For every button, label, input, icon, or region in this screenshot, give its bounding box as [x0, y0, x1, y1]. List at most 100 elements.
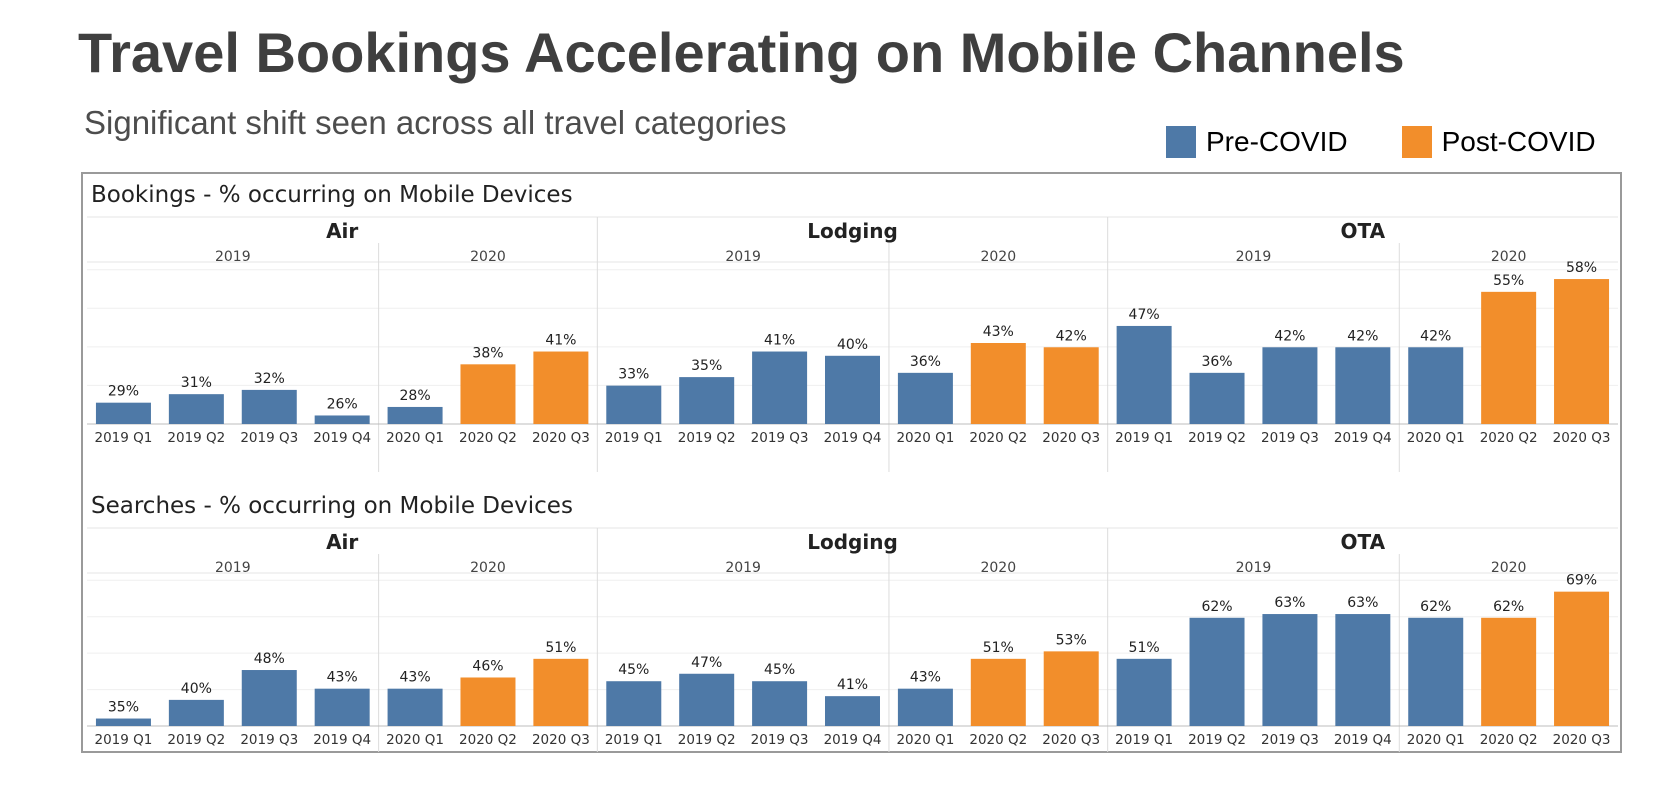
bar	[314, 688, 370, 726]
x-tick-label: 2020 Q2	[1480, 430, 1538, 446]
x-tick-label: 2019 Q2	[678, 430, 736, 446]
x-tick-label: 2020 Q1	[1407, 430, 1465, 446]
page-subtitle: Significant shift seen across all travel…	[84, 104, 787, 141]
bar-value-label: 35%	[108, 700, 139, 716]
bar-value-label: 40%	[181, 681, 212, 697]
bar-value-label: 62%	[1201, 599, 1232, 615]
x-tick-label: 2019 Q3	[240, 430, 298, 446]
bar	[897, 688, 953, 726]
bar	[95, 718, 151, 726]
x-tick-label: 2020 Q2	[459, 430, 517, 446]
bar	[897, 372, 953, 424]
x-tick-label: 2019 Q4	[1334, 732, 1392, 748]
legend-swatch-pre-covid	[1166, 126, 1196, 158]
bar	[168, 699, 224, 726]
bar-value-label: 42%	[1274, 328, 1305, 344]
x-tick-label: 2019 Q4	[824, 732, 882, 748]
x-tick-label: 2019 Q4	[824, 430, 882, 446]
group-label-lodging: Lodging	[807, 530, 898, 554]
bar	[679, 673, 735, 726]
bar	[970, 343, 1026, 424]
bar	[460, 364, 516, 424]
bar-value-label: 29%	[108, 384, 139, 400]
x-tick-label: 2019 Q1	[605, 732, 663, 748]
page-title: Travel Bookings Accelerating on Mobile C…	[78, 21, 1405, 84]
legend-label-post-covid: Post-COVID	[1441, 126, 1596, 157]
x-tick-label: 2020 Q2	[969, 732, 1027, 748]
x-tick-label: 2020 Q3	[532, 732, 590, 748]
x-tick-label: 2019 Q4	[313, 430, 371, 446]
x-tick-label: 2019 Q4	[313, 732, 371, 748]
bar	[533, 658, 589, 726]
x-tick-label: 2020 Q2	[1480, 732, 1538, 748]
bar	[1408, 347, 1464, 424]
year-label: 2019	[215, 560, 251, 576]
bar-value-label: 63%	[1347, 595, 1378, 611]
bar	[1043, 651, 1099, 726]
bar-value-label: 48%	[254, 651, 285, 667]
bar	[1554, 591, 1610, 726]
bar	[679, 377, 735, 424]
x-tick-label: 2019 Q2	[1188, 430, 1246, 446]
x-tick-label: 2020 Q1	[896, 732, 954, 748]
bar	[606, 385, 662, 424]
x-tick-label: 2019 Q1	[1115, 732, 1173, 748]
bar	[314, 415, 370, 424]
bar	[1335, 614, 1391, 726]
bar	[1262, 347, 1318, 424]
bar-value-label: 53%	[1056, 632, 1087, 648]
x-tick-label: 2020 Q3	[1553, 732, 1611, 748]
bar-value-label: 47%	[691, 655, 722, 671]
group-label-ota: OTA	[1341, 530, 1386, 554]
x-tick-label: 2020 Q2	[459, 732, 517, 748]
bar-value-label: 51%	[545, 640, 576, 656]
bar	[387, 406, 443, 424]
bar-value-label: 46%	[472, 658, 503, 674]
x-tick-label: 2019 Q3	[1261, 732, 1319, 748]
bar-value-label: 32%	[254, 371, 285, 387]
bar-value-label: 35%	[691, 358, 722, 374]
year-label: 2020	[1491, 560, 1527, 576]
x-tick-label: 2019 Q1	[1115, 430, 1173, 446]
x-tick-label: 2019 Q3	[751, 430, 809, 446]
group-label-ota: OTA	[1341, 219, 1386, 243]
bar-value-label: 43%	[327, 670, 358, 686]
legend-label-pre-covid: Pre-COVID	[1206, 126, 1348, 157]
bar-value-label: 45%	[764, 662, 795, 678]
x-tick-label: 2019 Q2	[678, 732, 736, 748]
bar	[752, 351, 808, 424]
year-label: 2020	[1491, 249, 1527, 265]
group-label-air: Air	[326, 219, 358, 243]
bar	[241, 670, 297, 726]
bar	[460, 677, 516, 726]
chart-panel-frame	[81, 172, 1622, 753]
bar	[168, 394, 224, 424]
legend-swatch-post-covid	[1401, 126, 1432, 158]
chart-panel-1: Bookings - % occurring on Mobile Devices…	[87, 182, 1618, 472]
year-label: 2019	[215, 249, 251, 265]
bar	[95, 402, 151, 424]
year-label: 2019	[725, 249, 761, 265]
bar-value-label: 63%	[1274, 595, 1305, 611]
bar	[1481, 291, 1537, 424]
bar-value-label: 58%	[1566, 260, 1597, 276]
bar-value-label: 43%	[983, 324, 1014, 340]
legend-item-post-covid: Post-COVID	[1401, 126, 1596, 158]
bar-value-label: 47%	[1129, 307, 1160, 323]
bar-value-label: 41%	[764, 333, 795, 349]
bar-value-label: 31%	[181, 375, 212, 391]
x-tick-label: 2020 Q1	[1407, 732, 1465, 748]
bar	[825, 355, 880, 424]
x-tick-label: 2020 Q3	[1042, 732, 1100, 748]
legend-item-pre-covid: Pre-COVID	[1166, 126, 1348, 158]
bar-value-label: 41%	[837, 677, 868, 693]
x-tick-label: 2019 Q2	[1188, 732, 1246, 748]
bar-value-label: 43%	[910, 670, 941, 686]
bar	[241, 389, 297, 424]
chart-legend: Pre-COVID Post-COVID	[1166, 126, 1596, 158]
bar-value-label: 33%	[618, 367, 649, 383]
x-tick-label: 2020 Q1	[386, 430, 444, 446]
bar-value-label: 40%	[837, 337, 868, 353]
bar	[1116, 325, 1172, 424]
